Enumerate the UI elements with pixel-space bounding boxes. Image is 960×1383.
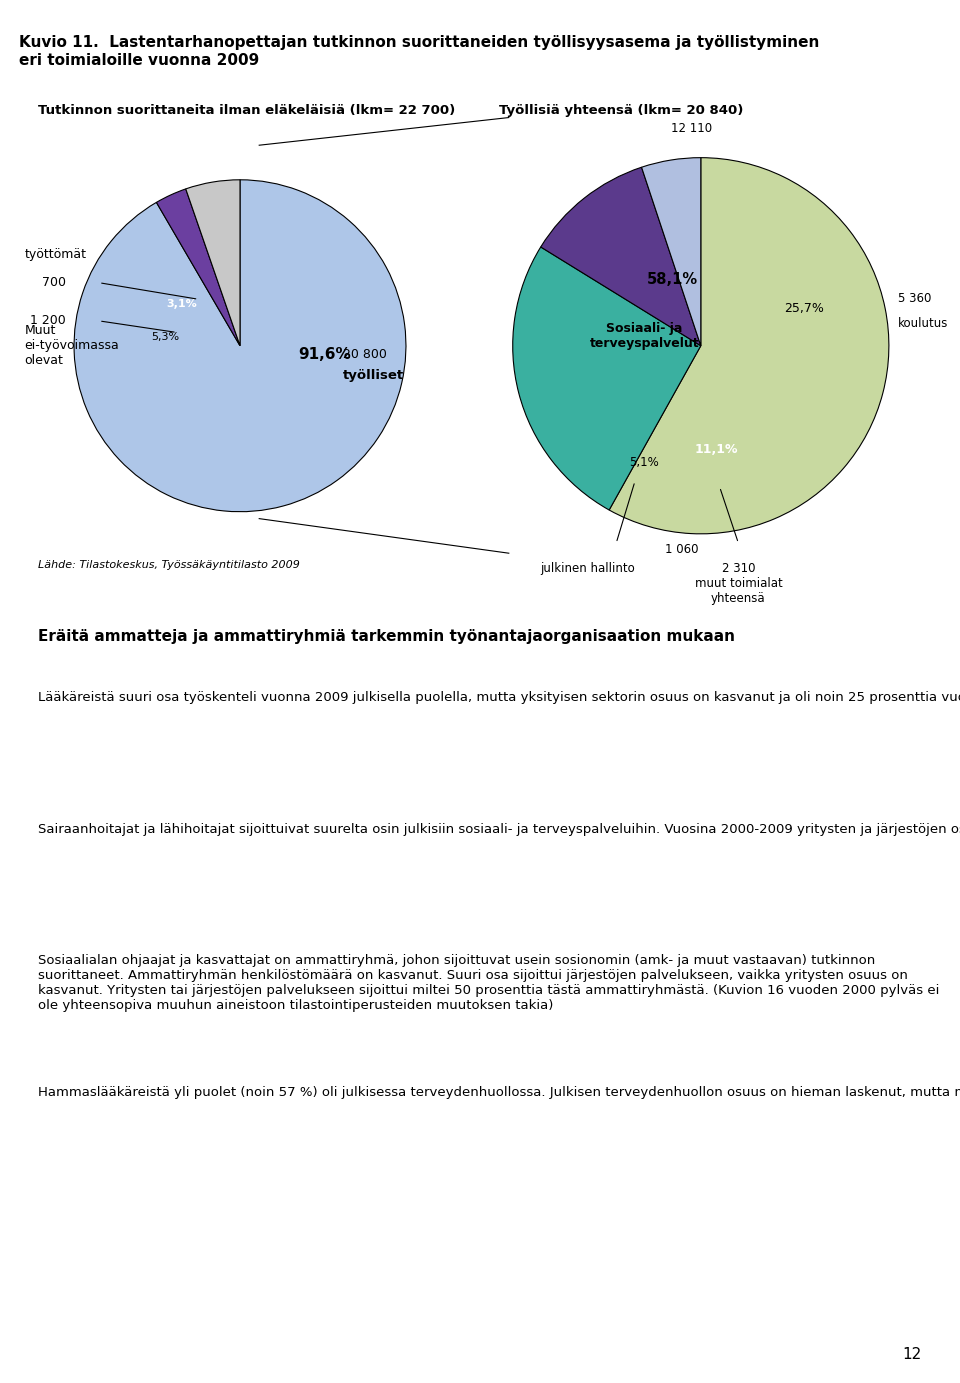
Text: Työllisiä yhteensä (lkm= 20 840): Työllisiä yhteensä (lkm= 20 840) — [499, 104, 744, 116]
Text: 58,1%: 58,1% — [647, 272, 698, 288]
Wedge shape — [540, 167, 701, 346]
Wedge shape — [156, 189, 240, 346]
Wedge shape — [513, 248, 701, 510]
Wedge shape — [641, 158, 701, 346]
Text: 1 200: 1 200 — [30, 314, 65, 328]
Text: koulutus: koulutus — [899, 317, 948, 329]
Text: Muut
ei-työvoimassa
olevat: Muut ei-työvoimassa olevat — [24, 324, 119, 368]
Text: 700: 700 — [41, 277, 65, 289]
Text: eri toimialoille vuonna 2009: eri toimialoille vuonna 2009 — [19, 53, 259, 68]
Text: Hammaslääkäreistä yli puolet (noin 57 %) oli julkisessa terveydenhuollossa. Julk: Hammaslääkäreistä yli puolet (noin 57 %)… — [38, 1086, 960, 1098]
Text: 25,7%: 25,7% — [784, 301, 825, 314]
Text: Sosiaali- ja
terveyspalvelut: Sosiaali- ja terveyspalvelut — [589, 322, 699, 350]
Text: Lääkäreistä suuri osa työskenteli vuonna 2009 julkisella puolella, mutta yksityi: Lääkäreistä suuri osa työskenteli vuonna… — [38, 692, 960, 704]
Text: Sosiaalialan ohjaajat ja kasvattajat on ammattiryhmä, johon sijoittuvat usein so: Sosiaalialan ohjaajat ja kasvattajat on … — [38, 954, 940, 1012]
Text: 2 310
muut toimialat
yhteensä: 2 310 muut toimialat yhteensä — [694, 561, 782, 604]
Text: 12 110: 12 110 — [671, 122, 712, 136]
Text: työlliset: työlliset — [343, 369, 404, 382]
Text: Kuvio 11.  Lastentarhanopettajan tutkinnon suorittaneiden työllisyysasema ja työ: Kuvio 11. Lastentarhanopettajan tutkinno… — [19, 35, 820, 50]
Text: työttömät: työttömät — [24, 248, 86, 261]
Wedge shape — [74, 180, 406, 512]
Text: 91,6%: 91,6% — [299, 347, 350, 361]
Text: julkinen hallinto: julkinen hallinto — [540, 561, 636, 575]
Text: Eräitä ammatteja ja ammattiryhmiä tarkemmin työnantajaorganisaation mukaan: Eräitä ammatteja ja ammattiryhmiä tarkem… — [38, 629, 735, 644]
Text: 5 360: 5 360 — [899, 292, 931, 306]
Wedge shape — [185, 180, 240, 346]
Text: Sairaanhoitajat ja lähihoitajat sijoittuivat suurelta osin julkisiin sosiaali- j: Sairaanhoitajat ja lähihoitajat sijoittu… — [38, 823, 960, 835]
Text: 5,3%: 5,3% — [152, 332, 180, 343]
Text: 3,1%: 3,1% — [166, 299, 198, 310]
Text: Lähde: Tilastokeskus, Työssäkäyntitilasto 2009: Lähde: Tilastokeskus, Työssäkäyntitilast… — [38, 560, 300, 570]
Text: 12: 12 — [902, 1347, 922, 1362]
Text: 5,1%: 5,1% — [630, 456, 660, 469]
Text: Tutkinnon suorittaneita ilman eläkeläisiä (lkm= 22 700): Tutkinnon suorittaneita ilman eläkeläisi… — [38, 104, 456, 116]
Text: 20 800: 20 800 — [343, 347, 387, 361]
Text: 11,1%: 11,1% — [694, 443, 737, 455]
Wedge shape — [610, 158, 889, 534]
Text: 1 060: 1 060 — [665, 544, 699, 556]
